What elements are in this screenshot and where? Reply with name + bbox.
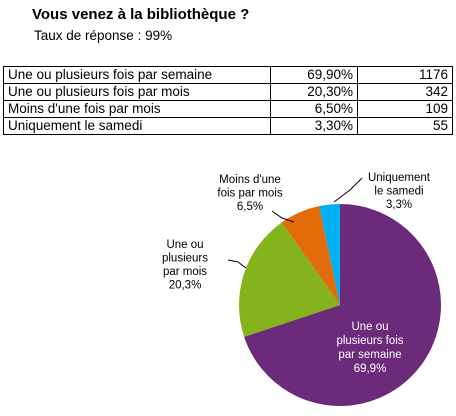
response-rate: Taux de réponse : 99% <box>34 28 173 43</box>
page-title: Vous venez à la bibliothèque ? <box>32 6 250 23</box>
pie-slice <box>239 222 340 337</box>
slice-label: Uniquement le samedi 3,3% <box>368 172 431 211</box>
slice-label: Une ou plusieurs par mois 20,3% <box>162 239 208 292</box>
results-table: Une ou plusieurs fois par semaine 69,90%… <box>3 66 453 135</box>
leader-line <box>271 210 295 223</box>
leader-line <box>333 177 363 203</box>
row-label: Uniquement le samedi <box>3 117 271 135</box>
row-percent: 6,50% <box>270 100 358 118</box>
slice-label: Une ou plusieurs fois par semaine 69,9% <box>336 321 403 375</box>
slice-label: Moins d'une fois par mois 6,5% <box>217 174 282 213</box>
row-count: 109 <box>357 100 453 118</box>
leader-line <box>227 259 247 269</box>
row-percent: 69,90% <box>270 66 358 84</box>
pie-slice <box>281 206 340 305</box>
pie-slice <box>244 204 442 407</box>
table-row: Uniquement le samedi 3,30% 55 <box>3 117 453 135</box>
table-row: Moins d'une fois par mois 6,50% 109 <box>3 100 453 118</box>
pie-slice <box>319 204 340 305</box>
row-count: 55 <box>357 117 453 135</box>
